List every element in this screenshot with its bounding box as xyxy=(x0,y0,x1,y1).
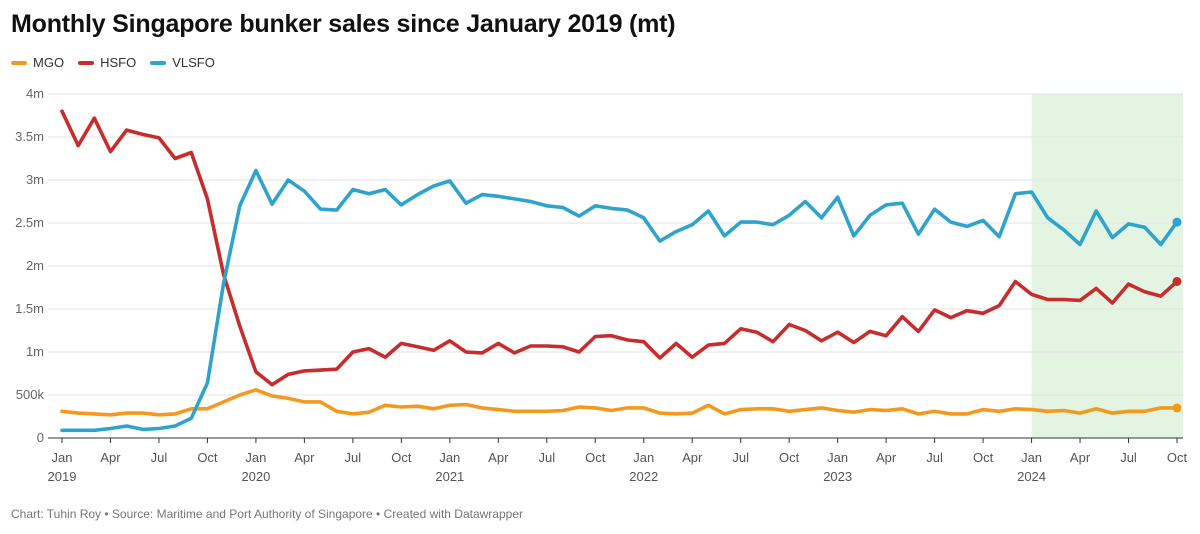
x-tick-year-label: 2019 xyxy=(48,469,77,484)
x-tick-label: Apr xyxy=(1070,450,1091,465)
y-tick-label: 500k xyxy=(16,387,45,402)
x-tick-label: Jan xyxy=(1021,450,1042,465)
x-tick-label: Apr xyxy=(876,450,897,465)
y-tick-label: 0 xyxy=(37,430,44,445)
legend-label-mgo: MGO xyxy=(33,55,65,70)
x-tick-label: Oct xyxy=(973,450,994,465)
legend-swatch-hsfo xyxy=(78,60,95,65)
legend-label-hsfo: HSFO xyxy=(100,55,137,70)
x-tick-label: Oct xyxy=(197,450,218,465)
x-tick-year-label: 2021 xyxy=(435,469,464,484)
y-tick-label: 2m xyxy=(26,258,44,273)
series-end-marker-hsfo xyxy=(1172,276,1182,286)
x-tick-label: Jul xyxy=(926,450,943,465)
x-tick-year-label: 2024 xyxy=(1017,469,1046,484)
y-tick-label: 2.5m xyxy=(15,215,44,230)
legend-swatch-vlsfo xyxy=(150,60,167,65)
y-tick-label: 3.5m xyxy=(15,129,44,144)
x-tick-label: Jul xyxy=(538,450,555,465)
series-line-hsfo xyxy=(60,109,1179,387)
x-tick-label: Jan xyxy=(633,450,654,465)
x-tick-label: Jan xyxy=(52,450,73,465)
series-line-vlsfo xyxy=(60,168,1179,433)
x-tick-label: Jul xyxy=(732,450,749,465)
x-tick-label: Oct xyxy=(779,450,800,465)
y-tick-label: 4m xyxy=(26,86,44,101)
y-tick-label: 1m xyxy=(26,344,44,359)
x-tick-label: Jan xyxy=(827,450,848,465)
x-tick-label: Jul xyxy=(345,450,362,465)
x-tick-label: Oct xyxy=(585,450,606,465)
x-tick-year-label: 2022 xyxy=(629,469,658,484)
legend-item-mgo: MGO xyxy=(11,55,64,70)
legend-item-hsfo: HSFO xyxy=(78,55,136,70)
chart-credits: Chart: Tuhin Roy • Source: Maritime and … xyxy=(11,507,523,521)
x-tick-label: Oct xyxy=(391,450,412,465)
x-tick-label: Jan xyxy=(439,450,460,465)
legend-label-vlsfo: VLSFO xyxy=(172,55,215,70)
x-tick-year-label: 2023 xyxy=(823,469,852,484)
series-end-marker-vlsfo xyxy=(1172,217,1182,227)
x-tick-label: Jul xyxy=(151,450,168,465)
x-tick-year-label: 2020 xyxy=(241,469,270,484)
series-end-marker-mgo xyxy=(1172,403,1182,413)
x-tick-label: Apr xyxy=(100,450,121,465)
series-line-mgo xyxy=(60,387,1179,417)
x-tick-label: Oct xyxy=(1167,450,1188,465)
legend-item-vlsfo: VLSFO xyxy=(150,55,215,70)
x-tick-label: Apr xyxy=(294,450,315,465)
y-tick-label: 1.5m xyxy=(15,301,44,316)
x-tick-label: Apr xyxy=(488,450,509,465)
x-tick-label: Jan xyxy=(245,450,266,465)
chart-title: Monthly Singapore bunker sales since Jan… xyxy=(11,10,676,38)
x-tick-label: Apr xyxy=(682,450,703,465)
legend: MGO HSFO VLSFO xyxy=(11,55,215,70)
x-tick-label: Jul xyxy=(1120,450,1137,465)
legend-swatch-mgo xyxy=(11,60,27,65)
y-tick-label: 3m xyxy=(26,172,44,187)
